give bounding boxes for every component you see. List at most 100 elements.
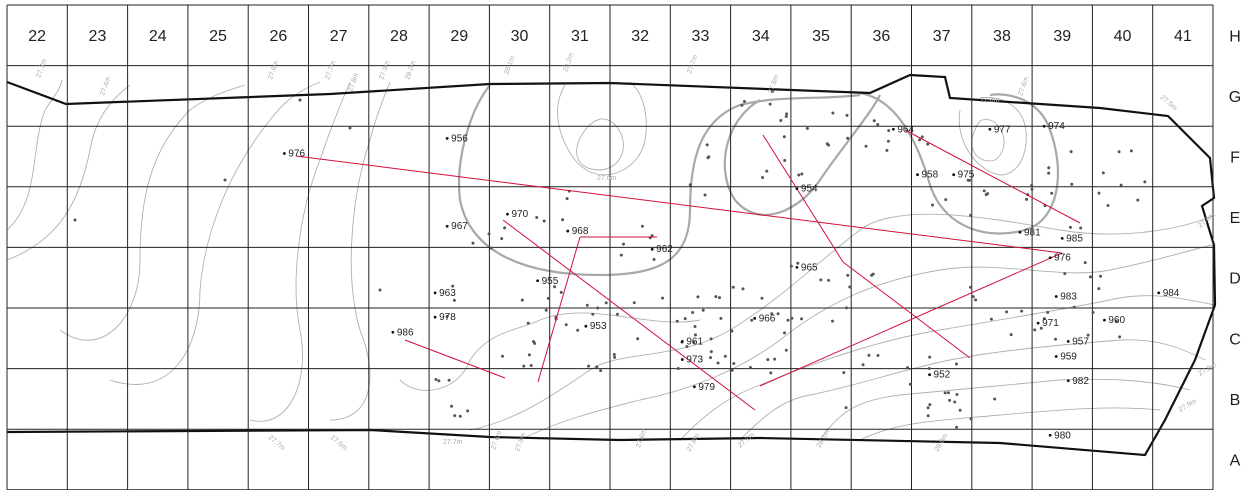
feature-label: 976: [1054, 253, 1071, 264]
survey-point: [782, 135, 786, 139]
survey-point: [805, 126, 809, 130]
feature-dot: [1048, 256, 1052, 260]
survey-point: [784, 348, 788, 352]
survey-point: [692, 340, 696, 344]
contour-label: 27.6m: [1017, 76, 1030, 97]
survey-point: [1097, 191, 1101, 195]
survey-point: [553, 285, 557, 289]
contour-line: [109, 81, 321, 385]
survey-point: [223, 178, 227, 182]
survey-point: [827, 278, 831, 282]
survey-point: [872, 119, 876, 123]
row-label: C: [1229, 331, 1241, 348]
feature-label: 958: [922, 170, 939, 181]
feature-label: 971: [1042, 318, 1059, 329]
feature-label: 965: [801, 262, 818, 273]
survey-point: [886, 139, 890, 143]
survey-point: [943, 391, 947, 395]
feature-dot: [1066, 379, 1070, 383]
survey-point: [953, 400, 957, 404]
contour-label: 27.8m: [347, 72, 360, 93]
survey-point: [1030, 187, 1034, 191]
survey-point: [750, 318, 754, 322]
survey-point: [876, 354, 880, 358]
survey-point: [1114, 319, 1118, 323]
contour-line: [958, 97, 1027, 176]
survey-point: [450, 404, 454, 408]
survey-point: [1009, 333, 1013, 337]
survey-point: [542, 219, 546, 223]
survey-point: [885, 148, 889, 152]
survey-point: [487, 232, 491, 236]
survey-point: [650, 234, 654, 238]
survey-point: [931, 203, 935, 207]
survey-point: [831, 111, 835, 115]
survey-point: [920, 135, 924, 139]
contour-label: 27.7m: [267, 434, 287, 452]
feature-dot: [928, 373, 931, 377]
survey-point: [709, 337, 713, 341]
survey-point: [785, 112, 789, 116]
row-label: F: [1230, 150, 1240, 167]
survey-point: [613, 355, 617, 359]
survey-point: [870, 273, 874, 277]
feature-dot: [952, 173, 956, 177]
feature-label: 964: [897, 124, 914, 135]
survey-point: [1086, 333, 1090, 337]
survey-point: [500, 354, 504, 358]
survey-point: [876, 122, 880, 126]
contour-line: [557, 81, 647, 176]
feature-dot: [795, 266, 799, 269]
survey-point: [445, 314, 449, 318]
feature-label: 970: [511, 209, 528, 220]
contour-line: [6, 79, 63, 231]
survey-point: [683, 317, 687, 321]
survey-point: [526, 321, 530, 325]
survey-point: [1005, 310, 1009, 314]
survey-point: [1070, 182, 1074, 186]
column-label: 38: [993, 28, 1011, 45]
feature-labels: 956 976 964 977 974 954 958 975 967 970 968 962 981 9…: [282, 121, 1180, 441]
survey-point: [971, 295, 975, 299]
survey-point: [452, 298, 456, 302]
contour-line: [859, 407, 1161, 441]
survey-point: [636, 337, 640, 341]
survey-point: [723, 354, 727, 358]
survey-point: [434, 378, 438, 382]
survey-point: [955, 425, 959, 429]
contour-label: 27.6m: [329, 434, 349, 452]
survey-point: [741, 287, 745, 291]
join-line: [904, 129, 1081, 224]
row-label: B: [1230, 392, 1241, 409]
feature-label: 956: [451, 133, 468, 144]
column-label: 23: [89, 28, 107, 45]
survey-point: [867, 353, 871, 357]
column-label: 26: [269, 28, 287, 45]
survey-point: [621, 242, 625, 246]
feature-label: 979: [698, 382, 715, 393]
contour-label: 27.6m: [490, 430, 503, 451]
row-label: H: [1229, 28, 1241, 45]
survey-point: [696, 295, 700, 299]
feature-label: 977: [994, 124, 1011, 135]
feature-dot: [650, 247, 654, 251]
survey-point: [632, 301, 636, 305]
survey-point: [437, 379, 441, 383]
survey-point: [640, 224, 644, 228]
feature-label: 974: [1048, 121, 1065, 132]
survey-point: [529, 363, 533, 367]
survey-point: [612, 353, 616, 357]
survey-point: [1143, 180, 1147, 184]
feature-dot: [1054, 295, 1058, 298]
survey-point: [845, 306, 849, 310]
survey-point: [846, 136, 850, 140]
contour-label: 28.0m: [404, 60, 417, 81]
survey-point: [591, 312, 595, 316]
feature-label: 954: [801, 184, 818, 195]
row-label: G: [1229, 89, 1241, 106]
survey-point: [489, 246, 493, 250]
feature-label: 953: [590, 321, 607, 332]
feature-label: 968: [572, 226, 589, 237]
contour-label: 28.2m: [562, 52, 575, 73]
feature-dot: [282, 152, 286, 155]
